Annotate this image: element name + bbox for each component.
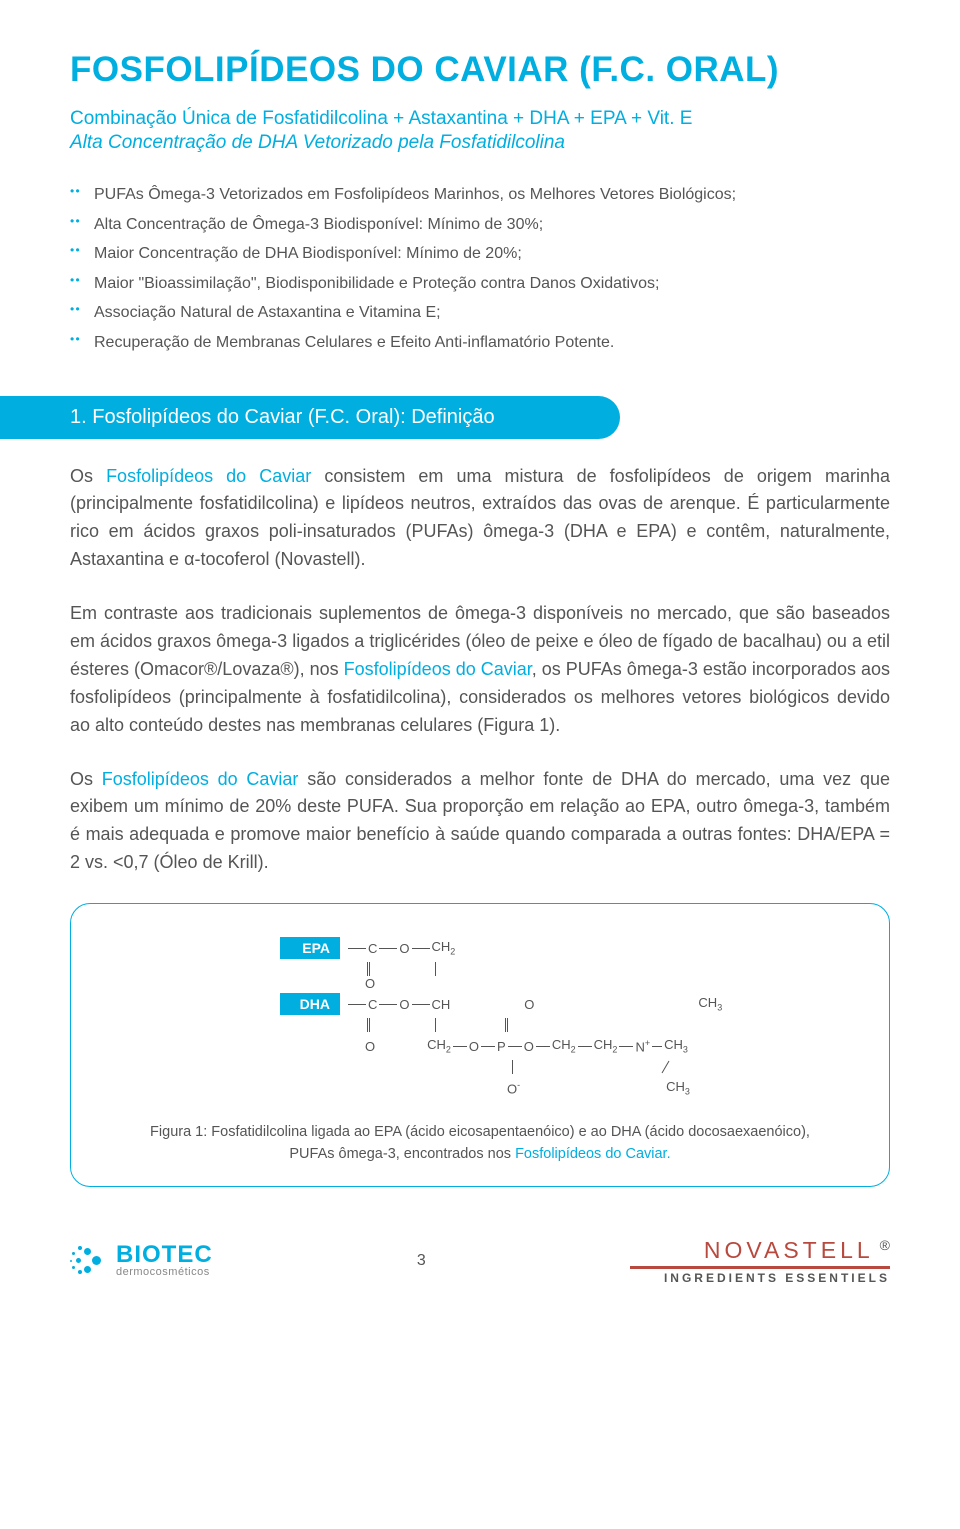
atom-ch2: CH2 — [430, 939, 458, 957]
caption-line-2-pre: PUFAs ômega-3, encontrados nos — [289, 1146, 515, 1162]
bond-vertical-icon — [662, 1061, 670, 1074]
atom-ch3: CH3 — [662, 1037, 690, 1055]
feature-bullet-list: PUFAs Ômega-3 Vetorizados em Fosfolipíde… — [70, 182, 890, 356]
bullet-item: Recuperação de Membranas Celulares e Efe… — [70, 330, 890, 356]
accent-text: Fosfolipídeos do Caviar — [102, 769, 299, 789]
paragraph-3: Os Fosfolipídeos do Caviar são considera… — [70, 766, 890, 878]
atom-o: O — [363, 976, 377, 991]
bond-vertical-icon — [435, 962, 436, 976]
bond-vertical-icon — [435, 1018, 436, 1032]
bullet-item: Alta Concentração de Ômega-3 Biodisponív… — [70, 212, 890, 238]
bond-vertical-icon — [512, 1060, 513, 1074]
atom-o: O — [397, 941, 411, 956]
double-bond-icon — [368, 1018, 369, 1032]
atom-ch3: CH3 — [696, 995, 724, 1013]
atom-ch3: CH3 — [664, 1079, 692, 1097]
epa-tag: EPA — [280, 937, 340, 959]
bullet-item: Associação Natural de Astaxantina e Vita… — [70, 300, 890, 326]
caption-accent: Fosfolipídeos do Caviar. — [515, 1146, 671, 1162]
atom-o: O — [522, 997, 536, 1012]
paragraph-1: Os Fosfolipídeos do Caviar consistem em … — [70, 463, 890, 575]
biotec-dots-icon — [70, 1242, 108, 1280]
atom-c: C — [366, 997, 379, 1012]
figure-1-box: EPA C O CH2 O DHA C O CH — [70, 903, 890, 1187]
novastell-logo-text: NOVASTELL — [704, 1237, 874, 1263]
bullet-item: PUFAs Ômega-3 Vetorizados em Fosfolipíde… — [70, 182, 890, 208]
accent-text: Fosfolipídeos do Caviar — [106, 466, 311, 486]
bullet-item: Maior Concentração de DHA Biodisponível:… — [70, 241, 890, 267]
atom-ch2: CH2 — [550, 1037, 578, 1055]
atom-c: C — [366, 941, 379, 956]
page-footer: BIOTEC dermocosméticos 3 NOVASTELL ® INGR… — [70, 1237, 890, 1285]
atom-n: N+ — [633, 1038, 652, 1054]
biotec-logo: BIOTEC dermocosméticos — [70, 1242, 213, 1280]
section-heading: 1. Fosfolipídeos do Caviar (F.C. Oral): … — [0, 396, 620, 439]
atom-p: P — [495, 1039, 508, 1054]
subtitle-line-1: Combinação Única de Fosfatidilcolina + A… — [70, 108, 890, 130]
novastell-divider-icon — [630, 1266, 890, 1269]
atom-o: O — [467, 1039, 481, 1054]
caption-line-1: Figura 1: Fosfatidilcolina ligada ao EPA… — [150, 1124, 810, 1140]
atom-o: O — [397, 997, 411, 1012]
atom-o: O — [522, 1039, 536, 1054]
registered-icon: ® — [880, 1237, 890, 1253]
subtitle-line-2: Alta Concentração de DHA Vetorizado pela… — [70, 132, 890, 154]
dha-tag: DHA — [280, 993, 340, 1015]
text: Os — [70, 466, 106, 486]
atom-ch2: CH2 — [425, 1037, 453, 1055]
atom-ch2: CH2 — [592, 1037, 620, 1055]
chemical-structure: EPA C O CH2 O DHA C O CH — [200, 934, 760, 1102]
bullet-item: Maior "Bioassimilação", Biodisponibilida… — [70, 271, 890, 297]
accent-text: Fosfolipídeos do Caviar — [344, 659, 532, 679]
figure-caption: Figura 1: Fosfatidilcolina ligada ao EPA… — [111, 1122, 849, 1166]
double-bond-icon — [368, 962, 369, 976]
paragraph-2: Em contraste aos tradicionais suplemento… — [70, 600, 890, 739]
biotec-logo-subtext: dermocosméticos — [116, 1267, 213, 1278]
section-heading-wrap: 1. Fosfolipídeos do Caviar (F.C. Oral): … — [0, 396, 890, 439]
novastell-logo-subtext: INGREDIENTS ESSENTIELS — [630, 1271, 890, 1285]
page-title: FOSFOLIPÍDEOS DO CAVIAR (F.C. ORAL) — [70, 50, 890, 90]
text: Os — [70, 769, 102, 789]
atom-ch: CH — [430, 997, 453, 1012]
page-number: 3 — [417, 1252, 426, 1270]
biotec-logo-text: BIOTEC — [116, 1243, 213, 1267]
atom-o: O — [363, 1039, 377, 1054]
atom-o-minus: O- — [505, 1080, 522, 1096]
novastell-logo: NOVASTELL ® INGREDIENTS ESSENTIELS — [630, 1237, 890, 1285]
double-bond-icon — [506, 1018, 507, 1032]
